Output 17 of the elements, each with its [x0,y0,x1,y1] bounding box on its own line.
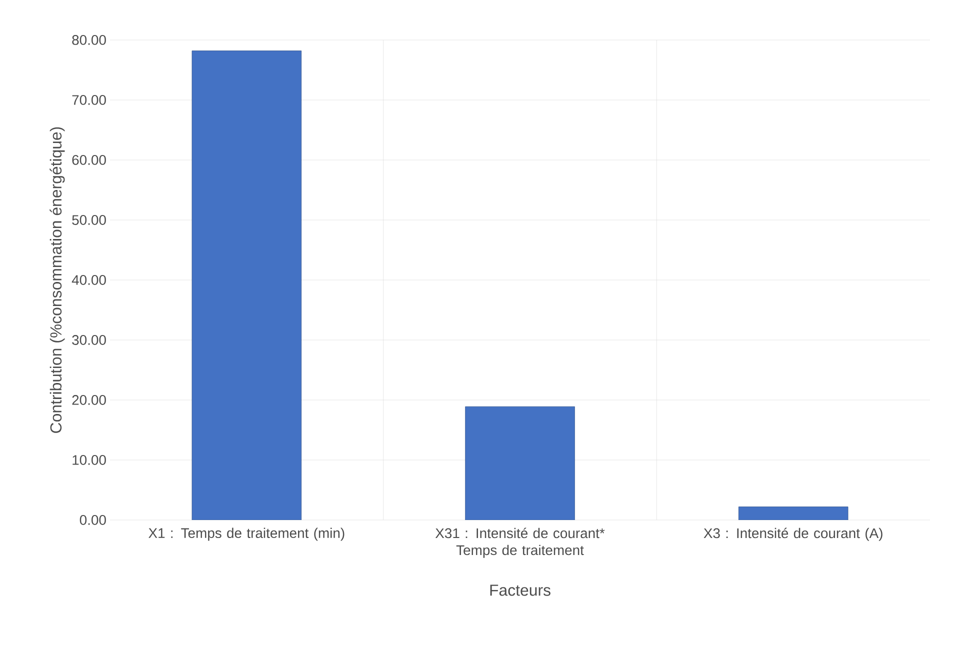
y-tick-label: 30.00 [72,335,106,345]
y-tick-label: 80.00 [72,35,106,45]
x-tick-label: X31 : Intensité de courant* Temps de traitement [435,528,605,558]
x-tick-label: X1 : Temps de traitement (min) [148,528,344,541]
x-tick-label: X3 : Intensité de courant (A) [704,528,882,541]
y-tick-label: 10.00 [72,455,106,465]
y-tick-label: 60.00 [72,155,106,165]
y-tick-label: 50.00 [72,215,106,225]
x-axis-title: Facteurs [490,584,550,596]
bar [738,506,848,520]
bar [465,406,575,520]
bar [192,50,302,520]
y-tick-label: 20.00 [72,395,106,405]
y-tick-label: 40.00 [72,275,106,285]
y-tick-label: 70.00 [72,95,106,105]
y-tick-label: 0.00 [80,515,106,525]
y-axis-title: Contribution (%consommation énergétique) [50,127,65,433]
